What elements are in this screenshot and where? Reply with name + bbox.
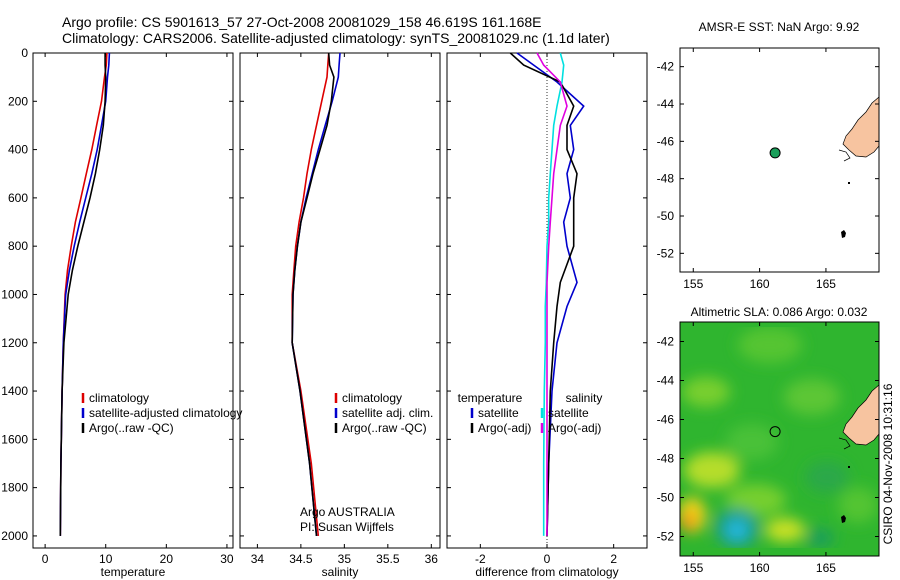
auckland-islands <box>841 230 846 238</box>
map-y-tick-label: -46 <box>657 413 675 427</box>
legend-entry: satellite adj. clim. <box>342 406 433 420</box>
plot-frame <box>32 52 234 549</box>
coastline-south-island-sla <box>842 384 880 446</box>
x-tick-label: 10 <box>99 552 113 566</box>
x-axis-label: difference from climatology <box>475 565 618 579</box>
plot-frame <box>239 52 441 549</box>
map-y-tick-label: -52 <box>657 530 675 544</box>
temperature-panel: 0 200 400 600 800 1000 1200 1400 1600 1800 2000 0 10… <box>1 46 242 579</box>
float-position-marker <box>769 426 781 438</box>
y-tick-label: 1200 <box>1 336 28 350</box>
series-line-temperature-satellite <box>516 52 585 536</box>
sla-map-land <box>838 384 880 523</box>
y-tick-label: 400 <box>8 143 28 157</box>
map-y-tick-label: -42 <box>657 335 675 349</box>
side-timestamp-label: CSIRO 04-Nov-2008 10:31:16 <box>881 383 895 544</box>
legend-entry: climatology <box>342 391 402 405</box>
map-y-tick-label: -50 <box>657 491 675 505</box>
sst-map-land <box>838 96 880 238</box>
figure-title-line2: Climatology: CARS2006. Satellite-adjuste… <box>62 30 610 46</box>
map-x-tick-label: 165 <box>816 561 836 575</box>
map-y-tick-label: -44 <box>657 374 675 388</box>
x-axis-label: salinity <box>322 565 359 579</box>
x-tick-label: 35.5 <box>376 552 400 566</box>
x-tick-label: 34 <box>251 552 265 566</box>
coastline-south-island <box>842 96 880 158</box>
auckland-islands-sla <box>841 515 846 523</box>
legend-group-title: salinity <box>566 391 603 405</box>
x-tick-label: -2 <box>475 552 486 566</box>
figure-title-line1: Argo profile: CS 5901613_57 27-Oct-2008 … <box>62 14 542 30</box>
series-line-argo-raw-qc- <box>291 52 335 536</box>
map-frame <box>679 47 880 273</box>
annotation-text: PI: Susan Wijffels <box>300 520 394 534</box>
series-line-salinity-argo-adj- <box>536 52 568 536</box>
x-tick-label: 30 <box>220 552 234 566</box>
legend-entry: satellite <box>548 406 589 420</box>
y-tick-label: 1600 <box>1 432 28 446</box>
annotation-text: Argo AUSTRALIA <box>300 505 395 519</box>
x-tick-label: 20 <box>160 552 174 566</box>
sst-map-title: AMSR-E SST: NaN Argo: 9.92 <box>699 20 860 34</box>
legend-entry: Argo(..raw -QC) <box>342 421 427 435</box>
float-position-marker <box>769 147 781 159</box>
coastline-stewart-island <box>838 149 851 162</box>
y-tick-label: 800 <box>8 239 28 253</box>
y-tick-label: 1800 <box>1 481 28 495</box>
map-y-tick-label: -48 <box>657 172 675 186</box>
map-x-tick-label: 160 <box>750 561 770 575</box>
map-frame <box>679 321 880 557</box>
y-tick-label: 0 <box>21 46 28 60</box>
x-tick-label: 2 <box>610 552 617 566</box>
map-x-tick-label: 155 <box>683 561 703 575</box>
x-tick-label: 36 <box>425 552 439 566</box>
x-tick-label: 0 <box>42 552 49 566</box>
x-tick-label: 35 <box>338 552 352 566</box>
sla-map-title: Altimetric SLA: 0.086 Argo: 0.032 <box>691 305 868 319</box>
snares-islands-sla <box>848 466 850 468</box>
series-line-salinity-satellite <box>542 52 565 536</box>
y-tick-label: 600 <box>8 191 28 205</box>
x-tick-label: 0 <box>544 552 551 566</box>
series-line-argo-raw-qc- <box>59 53 107 536</box>
y-tick-label: 1400 <box>1 384 28 398</box>
x-axis-label: temperature <box>101 565 166 579</box>
map-y-tick-label: -42 <box>657 60 675 74</box>
map-x-tick-label: 155 <box>683 277 703 291</box>
sla-heatmap <box>680 322 879 556</box>
x-tick-label: 34.5 <box>289 552 313 566</box>
legend-entry: satellite-adjusted climatology <box>89 406 242 420</box>
salinity-panel: 34 34.5 35 35.5 36 salinity climatologysatelli… <box>239 52 441 579</box>
legend-group-title: temperature <box>458 391 523 405</box>
legend-entry: climatology <box>89 391 149 405</box>
sla-map-panel: Altimetric SLA: 0.086 Argo: 0.032 <box>657 305 880 575</box>
y-tick-label: 1000 <box>1 287 28 301</box>
series-line-climatology <box>291 52 330 536</box>
map-y-tick-label: -52 <box>657 246 675 260</box>
map-y-tick-label: -48 <box>657 452 675 466</box>
legend-entry: satellite <box>478 406 519 420</box>
series-line-climatology <box>59 52 108 536</box>
map-y-tick-label: -44 <box>657 97 675 111</box>
legend-entry: Argo(-adj) <box>478 421 531 435</box>
snares-islands <box>848 182 850 184</box>
map-x-tick-label: 160 <box>750 277 770 291</box>
series-line-temperature-argo-adj- <box>509 52 578 536</box>
map-y-tick-label: -50 <box>657 209 675 223</box>
map-x-tick-label: 165 <box>816 277 836 291</box>
legend-entry: Argo(..raw -QC) <box>89 421 174 435</box>
sst-map-panel: AMSR-E SST: NaN Argo: 9.92 -42 -44 -46 -48 -… <box>657 20 880 291</box>
map-y-tick-label: -46 <box>657 134 675 148</box>
legend-entry: Argo(-adj) <box>548 421 601 435</box>
y-tick-label: 2000 <box>1 529 28 543</box>
coastline-stewart-island-sla <box>838 437 851 450</box>
y-tick-label: 200 <box>8 94 28 108</box>
